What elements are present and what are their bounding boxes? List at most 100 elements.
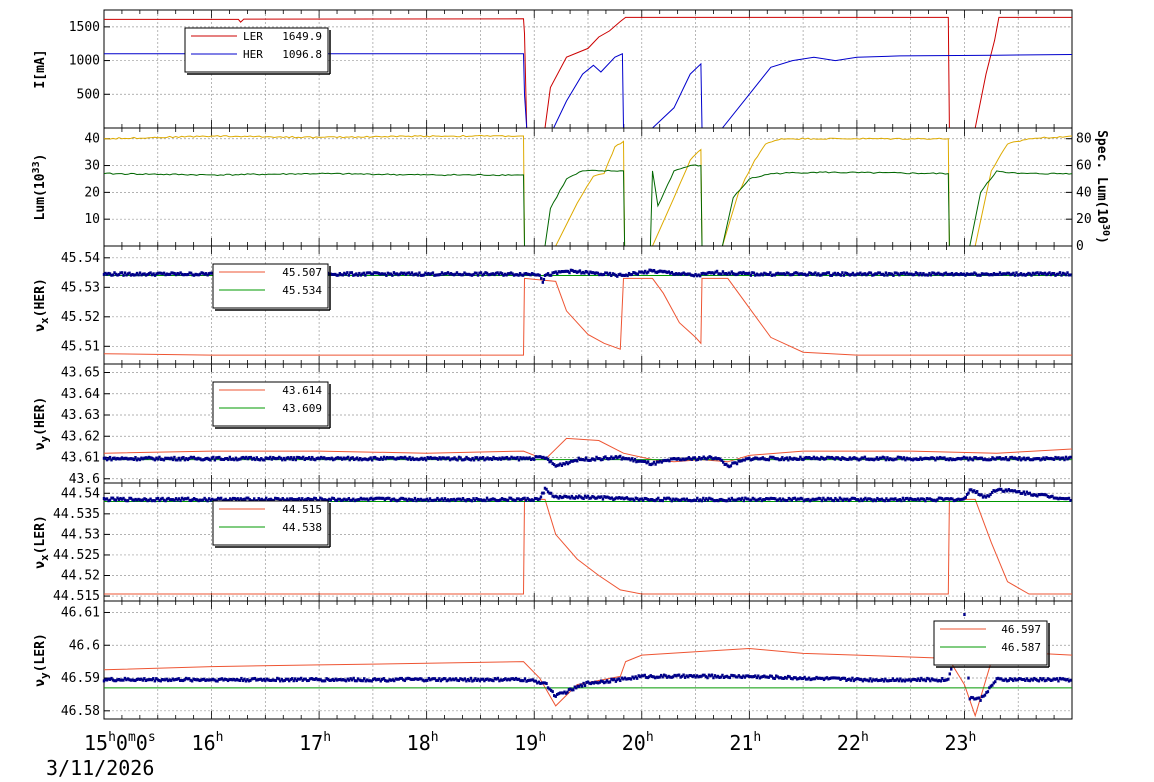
meas-point — [399, 676, 402, 680]
meas-point — [252, 456, 256, 460]
ytick-label: 43.6 — [69, 472, 100, 487]
meas-point — [934, 499, 938, 503]
meas-point — [817, 496, 821, 500]
meas-point — [718, 676, 721, 680]
meas-point — [415, 499, 418, 503]
meas-point — [823, 498, 827, 502]
meas-point — [833, 676, 836, 680]
meas-point — [1037, 272, 1041, 276]
meas-point — [937, 271, 940, 275]
meas-point — [860, 273, 864, 277]
meas-point — [108, 498, 112, 502]
meas-point — [942, 498, 945, 502]
meas-point — [1060, 677, 1063, 681]
meas-point — [191, 498, 194, 502]
meas-point — [672, 272, 675, 276]
meas-point — [883, 456, 886, 460]
meas-point — [676, 272, 679, 276]
meas-point — [751, 271, 754, 275]
meas-point — [991, 456, 994, 460]
meas-point — [593, 271, 597, 275]
meas-point — [772, 676, 775, 680]
meas-point — [318, 457, 321, 461]
meas-point — [893, 679, 896, 683]
meas-point — [890, 272, 894, 276]
meas-point — [646, 676, 649, 680]
meas-point — [358, 678, 361, 682]
meas-point — [1069, 455, 1072, 459]
meas-point — [854, 677, 857, 681]
ylabel-lum: Lum(1033) — [31, 154, 48, 221]
meas-point — [448, 272, 451, 276]
meas-point — [912, 498, 915, 502]
meas-point — [873, 498, 876, 502]
meas-point — [296, 497, 299, 501]
meas-point — [833, 271, 837, 275]
meas-point — [505, 273, 508, 277]
meas-point — [614, 273, 617, 277]
meas-point — [406, 676, 409, 680]
meas-point — [681, 457, 685, 461]
meas-point — [155, 677, 158, 681]
meas-point — [210, 456, 214, 460]
meas-point — [427, 271, 430, 275]
meas-point — [470, 273, 474, 277]
meas-point — [305, 497, 308, 501]
meas-point — [857, 458, 861, 462]
meas-point — [995, 677, 998, 681]
meas-point — [923, 456, 927, 460]
meas-point — [331, 678, 334, 682]
meas-point — [346, 271, 349, 275]
meas-point — [619, 496, 623, 500]
meas-point — [809, 271, 813, 275]
meas-point — [748, 456, 751, 460]
meas-point — [1039, 676, 1042, 680]
meas-point — [404, 497, 408, 501]
xtick-label: 18h — [407, 730, 439, 755]
meas-point — [264, 679, 267, 683]
meas-point — [477, 458, 480, 462]
ytick-label: 30 — [84, 159, 100, 174]
meas-point — [185, 457, 188, 461]
meas-point — [352, 676, 355, 680]
meas-point — [255, 678, 258, 682]
meas-point — [616, 456, 619, 460]
meas-point — [964, 273, 967, 277]
meas-point — [1054, 455, 1057, 459]
meas-point — [812, 455, 816, 459]
meas-point — [200, 458, 203, 462]
meas-point — [266, 456, 269, 460]
meas-point — [457, 455, 461, 459]
meas-point — [425, 272, 429, 276]
meas-point — [343, 678, 346, 682]
meas-point — [246, 496, 250, 500]
meas-point — [123, 498, 127, 502]
meas-point — [430, 677, 434, 681]
meas-point — [666, 458, 670, 462]
meas-point — [791, 457, 795, 461]
meas-point — [597, 681, 600, 685]
meas-point — [886, 499, 890, 503]
meas-point — [262, 677, 266, 681]
meas-point — [636, 497, 639, 501]
meas-point — [551, 462, 554, 466]
meas-point — [810, 677, 814, 681]
meas-point — [569, 459, 573, 463]
meas-point — [110, 273, 113, 277]
meas-point — [326, 498, 330, 502]
meas-point — [423, 679, 426, 683]
meas-point — [462, 458, 465, 462]
meas-point — [698, 274, 702, 278]
meas-point — [345, 456, 348, 460]
meas-point — [709, 674, 712, 678]
meas-point — [614, 679, 618, 683]
meas-point — [895, 457, 898, 461]
meas-point — [991, 273, 994, 277]
meas-point — [420, 456, 423, 460]
meas-point — [695, 674, 699, 678]
meas-point — [527, 272, 531, 276]
meas-point — [1019, 491, 1023, 495]
meas-point — [846, 677, 850, 681]
meas-point — [906, 678, 910, 682]
meas-point — [144, 497, 148, 501]
